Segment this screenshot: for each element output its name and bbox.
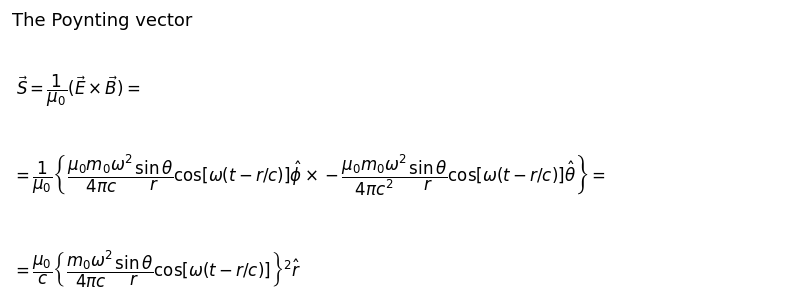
Text: $= \dfrac{1}{\mu_0}\left\{\dfrac{\mu_0 m_0\omega^2}{4\pi c}\dfrac{\sin\theta}{r}: $= \dfrac{1}{\mu_0}\left\{\dfrac{\mu_0 m… xyxy=(12,153,606,198)
Text: $= \dfrac{\mu_0}{c}\left\{\dfrac{m_0\omega^2}{4\pi c}\dfrac{\sin\theta}{r}\mathr: $= \dfrac{\mu_0}{c}\left\{\dfrac{m_0\ome… xyxy=(12,249,301,290)
Text: The Poynting vector: The Poynting vector xyxy=(12,12,192,30)
Text: $\vec{S} = \dfrac{1}{\mu_0}(\vec{E}\times\vec{B})=$: $\vec{S} = \dfrac{1}{\mu_0}(\vec{E}\time… xyxy=(16,73,140,109)
